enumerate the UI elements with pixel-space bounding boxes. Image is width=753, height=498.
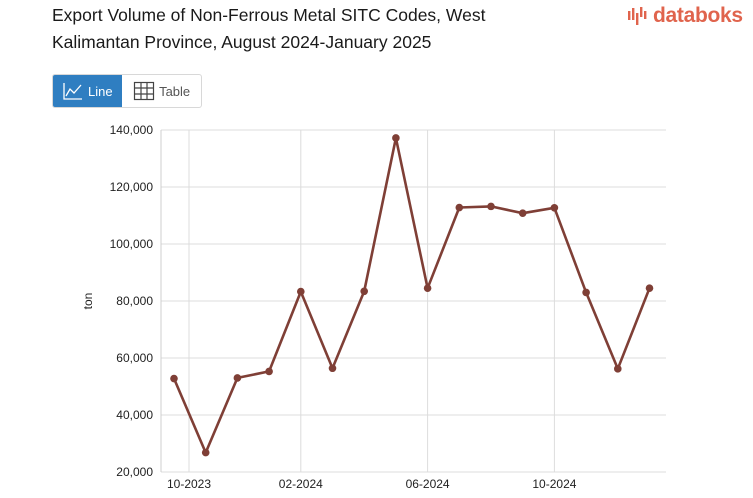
data-point[interactable] [297,287,305,296]
y-tick-label: 40,000 [116,408,153,422]
tab-table-label: Table [159,83,191,99]
line-chart-icon [63,83,82,100]
y-tick-label: 20,000 [116,465,153,479]
data-point[interactable] [550,204,559,212]
view-toggle: Line Table [52,74,202,108]
x-tick-label: 02-2024 [279,477,323,491]
data-point[interactable] [582,288,590,297]
data-point[interactable] [328,364,337,373]
y-axis-ticks: 20,000 40,000 60,000 80,000 100,000 120,000 14… [110,123,154,479]
y-axis-title: ton [81,293,95,310]
data-point[interactable] [645,284,654,292]
x-tick-label: 10-2024 [532,477,576,491]
data-point[interactable] [201,448,210,457]
y-tick-label: 80,000 [116,294,153,308]
tab-line-label: Line [88,83,113,99]
x-tick-label: 10-2023 [167,477,211,491]
tab-line[interactable]: Line [53,75,123,107]
data-point[interactable] [423,284,432,292]
series-group [170,134,654,457]
data-point[interactable] [487,202,495,211]
y-tick-label: 60,000 [116,351,153,365]
tab-table[interactable]: Table [122,75,201,107]
y-tick-label: 140,000 [110,123,154,137]
chart-title: Export Volume of Non-Ferrous Metal SITC … [52,5,486,52]
table-grid-icon [133,81,155,101]
data-point[interactable] [233,374,242,382]
data-point[interactable] [360,287,369,296]
y-tick-label: 100,000 [110,237,154,251]
logo-bars-icon [628,7,647,25]
y-tick-label: 120,000 [110,180,154,194]
logo-text: databoks [653,4,743,27]
data-point[interactable] [614,365,622,373]
data-point[interactable] [392,134,400,142]
data-point[interactable] [170,374,178,383]
data-point[interactable] [518,209,527,218]
x-tick-label: 06-2024 [406,477,450,491]
series-line [172,136,651,454]
databoks-logo: databoks [627,4,743,28]
data-point[interactable] [265,367,273,376]
horizontal-gridlines [161,129,666,473]
data-point[interactable] [455,203,464,212]
x-axis-ticks: 10-2023 02-2024 06-2024 10-2024 [167,477,577,491]
